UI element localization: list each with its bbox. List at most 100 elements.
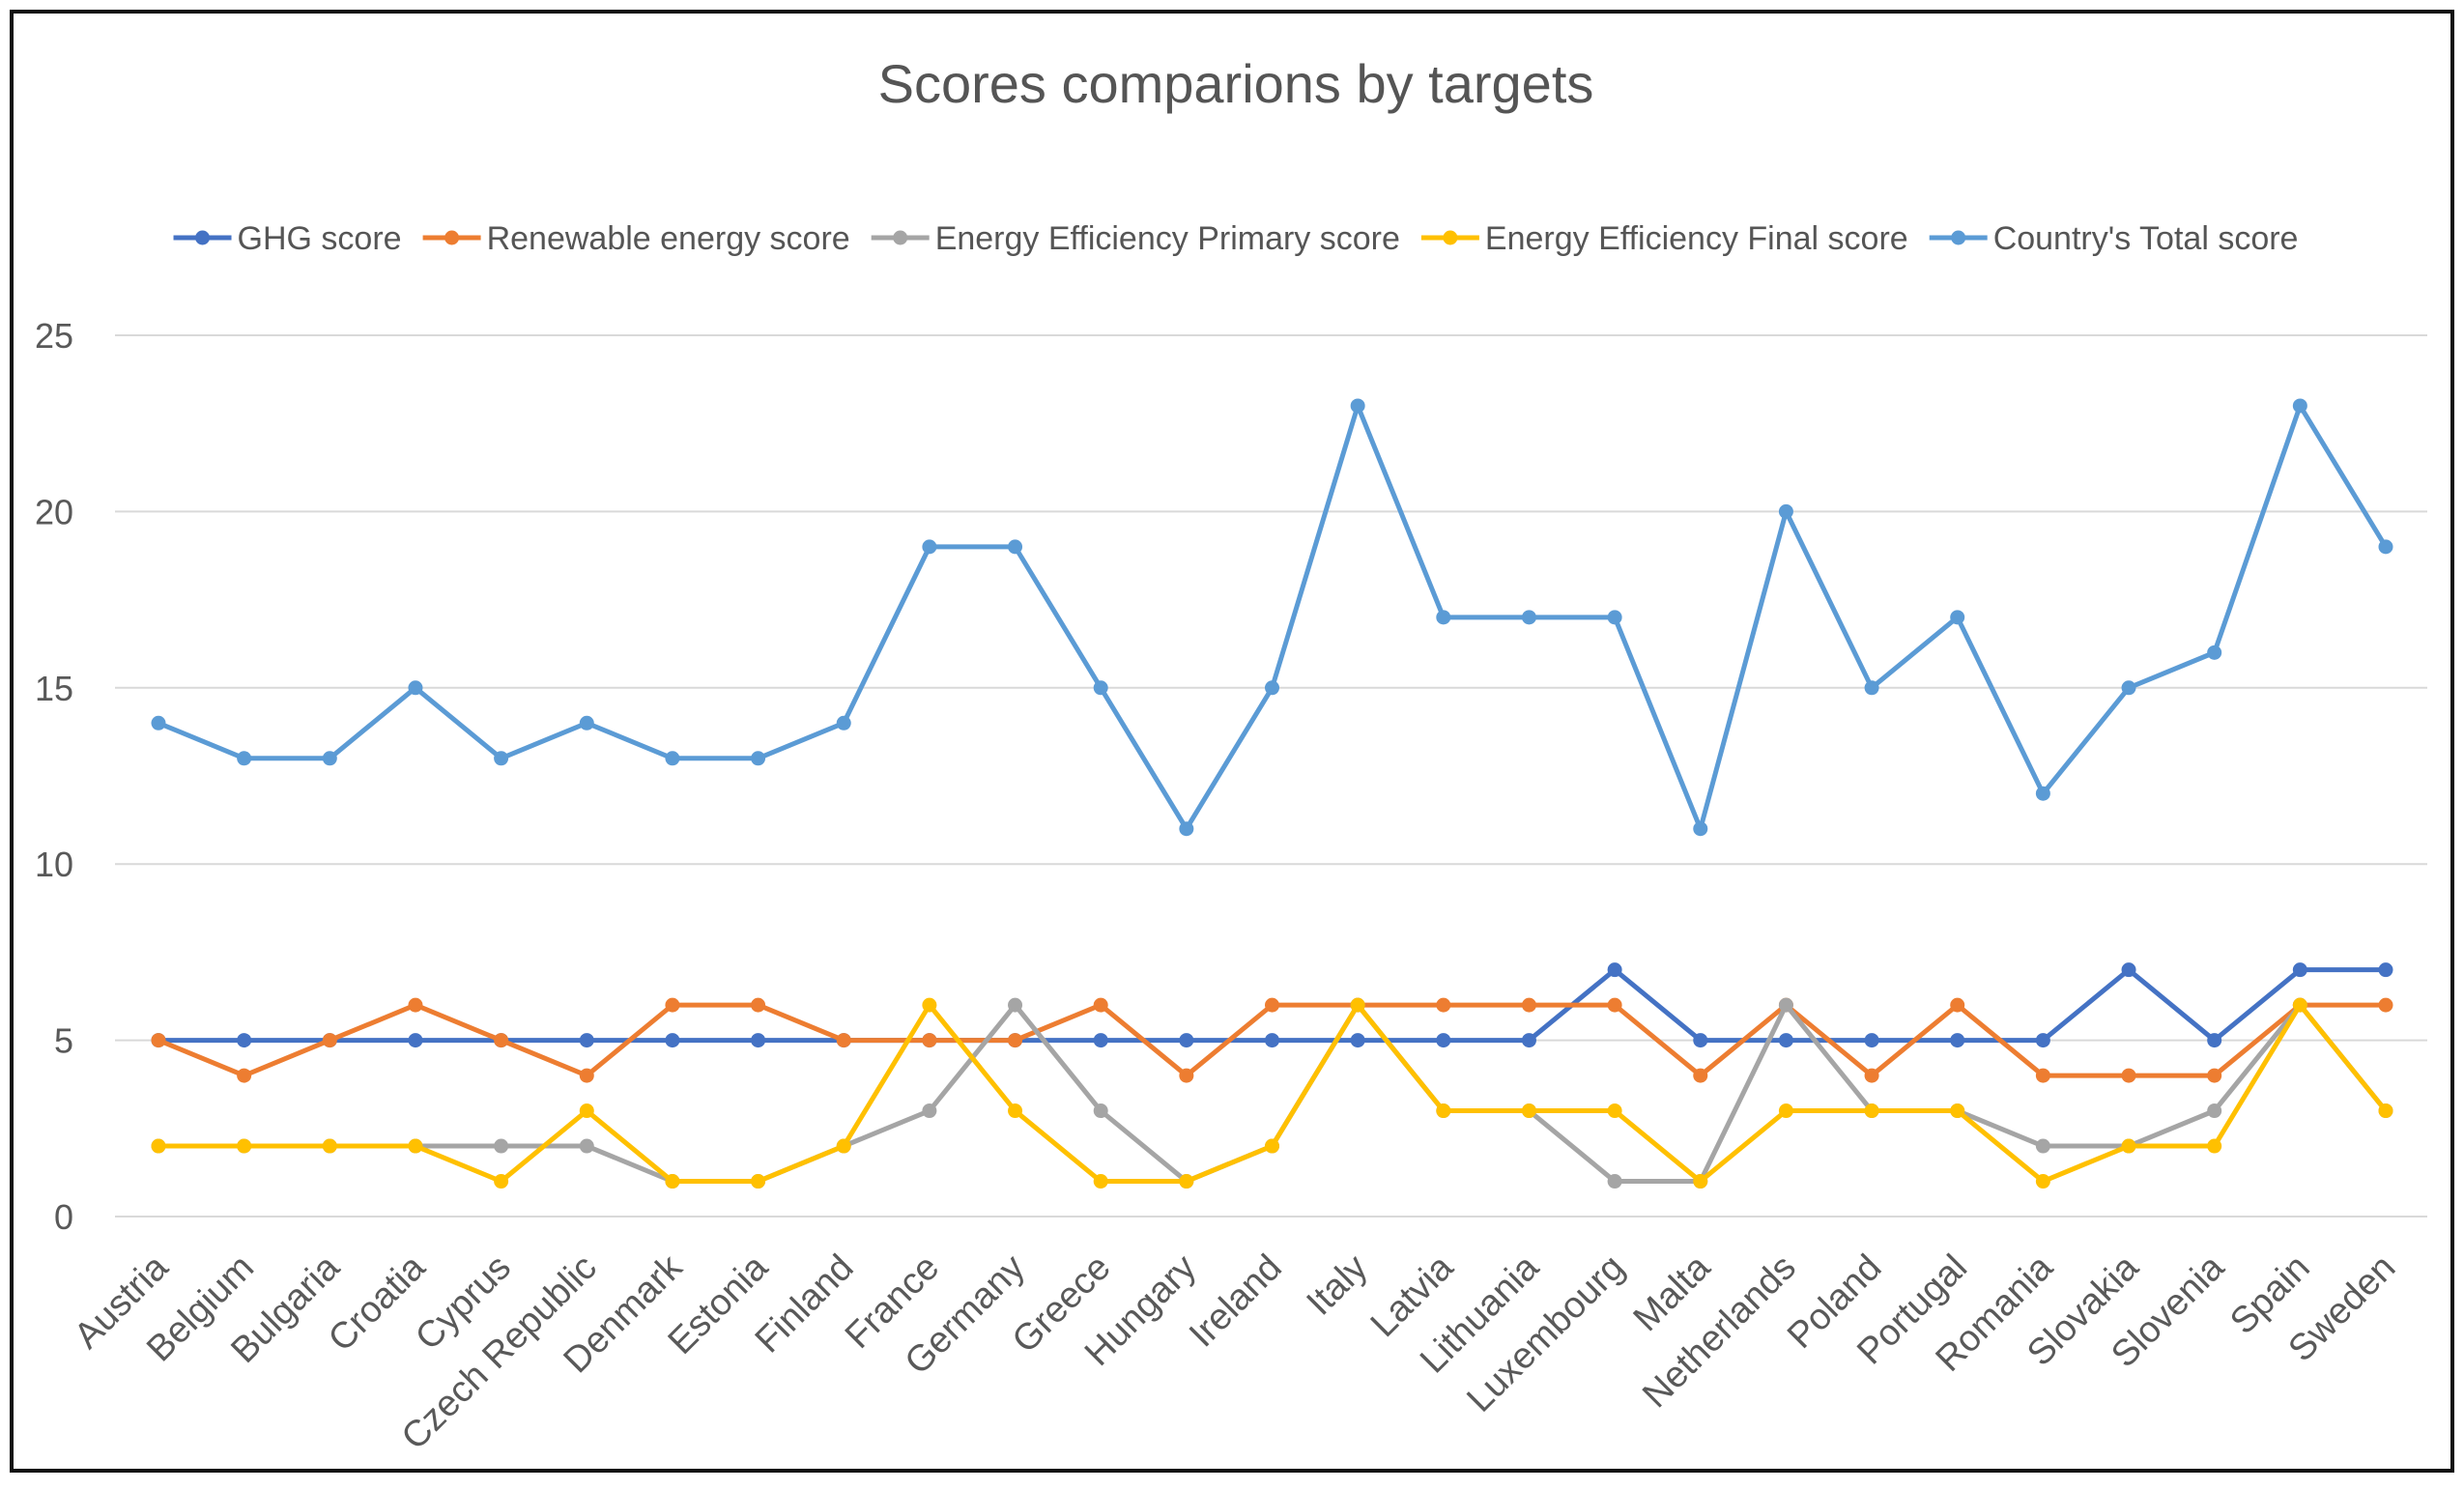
data-point xyxy=(751,751,766,766)
data-point xyxy=(922,1103,937,1119)
data-point xyxy=(1093,680,1108,696)
data-point xyxy=(922,539,937,555)
data-point xyxy=(1778,1103,1793,1119)
data-point xyxy=(1778,997,1793,1013)
data-point xyxy=(2292,997,2307,1013)
gridlines xyxy=(115,334,2427,1218)
data-point xyxy=(237,751,252,766)
data-point xyxy=(579,715,594,731)
data-point xyxy=(1436,610,1451,625)
legend-label: Country's Total score xyxy=(1993,220,2299,257)
legend-item-ghg-score: GHG score xyxy=(173,220,402,257)
data-point xyxy=(836,1033,851,1048)
data-point xyxy=(1350,398,1365,414)
data-point xyxy=(494,1138,509,1154)
data-point xyxy=(1864,1068,1879,1083)
data-point xyxy=(579,1138,594,1154)
data-point xyxy=(1008,1033,1023,1048)
data-point xyxy=(2207,1103,2222,1119)
data-point xyxy=(2035,1068,2050,1083)
data-point xyxy=(665,997,680,1013)
data-point xyxy=(1778,1033,1793,1048)
y-tick-label: 20 xyxy=(35,492,73,531)
series-line xyxy=(158,403,2389,832)
y-axis-ticks: 0 5 10 15 20 25 xyxy=(35,316,73,1237)
data-point xyxy=(1521,1103,1536,1119)
data-point xyxy=(579,1103,594,1119)
data-point xyxy=(322,751,337,766)
y-tick-label: 0 xyxy=(54,1197,73,1237)
data-point xyxy=(2121,1068,2136,1083)
data-point xyxy=(1265,680,1279,696)
data-point xyxy=(408,1138,423,1154)
data-point xyxy=(1093,1103,1108,1119)
data-point xyxy=(922,1033,937,1048)
data-point xyxy=(665,1033,680,1048)
series-renewable-energy-score xyxy=(151,997,2393,1083)
data-point xyxy=(1179,821,1194,837)
data-point xyxy=(751,997,766,1013)
data-point xyxy=(1778,503,1793,519)
data-point xyxy=(1864,1103,1879,1119)
data-point xyxy=(408,1033,423,1048)
y-tick-label: 15 xyxy=(35,669,73,708)
legend-swatch-marker xyxy=(1951,230,1966,245)
data-point xyxy=(2121,962,2136,978)
data-point xyxy=(665,751,680,766)
line-chart: Scores comparions by targets 0510152025 … xyxy=(35,53,2427,1458)
data-point xyxy=(2035,786,2050,801)
data-point xyxy=(1350,1033,1365,1048)
chart-title: Scores comparions by targets xyxy=(878,53,1594,114)
data-point xyxy=(1093,1174,1108,1189)
data-point xyxy=(2207,1138,2222,1154)
legend-item-renewable-energy-score: Renewable energy score xyxy=(422,220,850,257)
data-point xyxy=(2207,645,2222,660)
data-point xyxy=(237,1138,252,1154)
data-point xyxy=(2378,1103,2393,1119)
data-point xyxy=(1693,1174,1708,1189)
data-point xyxy=(1950,997,1965,1013)
data-point xyxy=(322,1033,337,1048)
data-point xyxy=(2035,1174,2050,1189)
legend-label: Energy Efficiency Final score xyxy=(1485,220,1908,257)
data-point xyxy=(1093,1033,1108,1048)
legend-swatch-marker xyxy=(444,230,460,245)
data-point xyxy=(494,1033,509,1048)
data-point xyxy=(2378,539,2393,555)
data-point xyxy=(151,1138,166,1154)
x-tick-label: Croatia xyxy=(321,1246,434,1360)
data-point xyxy=(1607,962,1622,978)
data-point xyxy=(151,1033,166,1048)
data-point xyxy=(1607,1103,1622,1119)
legend: GHG score Renewable energy score Energy Ef… xyxy=(173,220,2299,257)
data-point xyxy=(1008,1103,1023,1119)
legend-swatch-marker xyxy=(893,230,908,245)
data-point xyxy=(237,1068,252,1083)
data-point xyxy=(751,1174,766,1189)
legend-swatch-marker xyxy=(195,230,211,245)
data-point xyxy=(1179,1033,1194,1048)
chart-frame: Scores comparions by targets 0 5 10 15 20 25 … xyxy=(10,10,2454,1473)
legend-item-energy-efficiency-final-score: Energy Efficiency Final score xyxy=(1420,220,1908,257)
data-point xyxy=(836,1138,851,1154)
data-point xyxy=(1693,1033,1708,1048)
data-point xyxy=(1521,610,1536,625)
data-point xyxy=(1607,610,1622,625)
legend-label: Renewable energy score xyxy=(487,220,850,257)
data-point xyxy=(1521,997,1536,1013)
data-point xyxy=(1607,1174,1622,1189)
data-point xyxy=(2378,997,2393,1013)
legend-item-country-s-total-score: Country's Total score xyxy=(1929,220,2299,257)
series-country-s-total-score xyxy=(151,398,2393,837)
data-point xyxy=(579,1068,594,1083)
data-point xyxy=(1093,997,1108,1013)
data-point xyxy=(922,997,937,1013)
data-point xyxy=(1008,997,1023,1013)
data-point xyxy=(1436,1033,1451,1048)
data-point xyxy=(579,1033,594,1048)
data-point xyxy=(1008,539,1023,555)
x-tick-label: Finland xyxy=(748,1247,862,1361)
data-point xyxy=(1436,1103,1451,1119)
data-point xyxy=(2292,962,2307,978)
data-point xyxy=(408,680,423,696)
